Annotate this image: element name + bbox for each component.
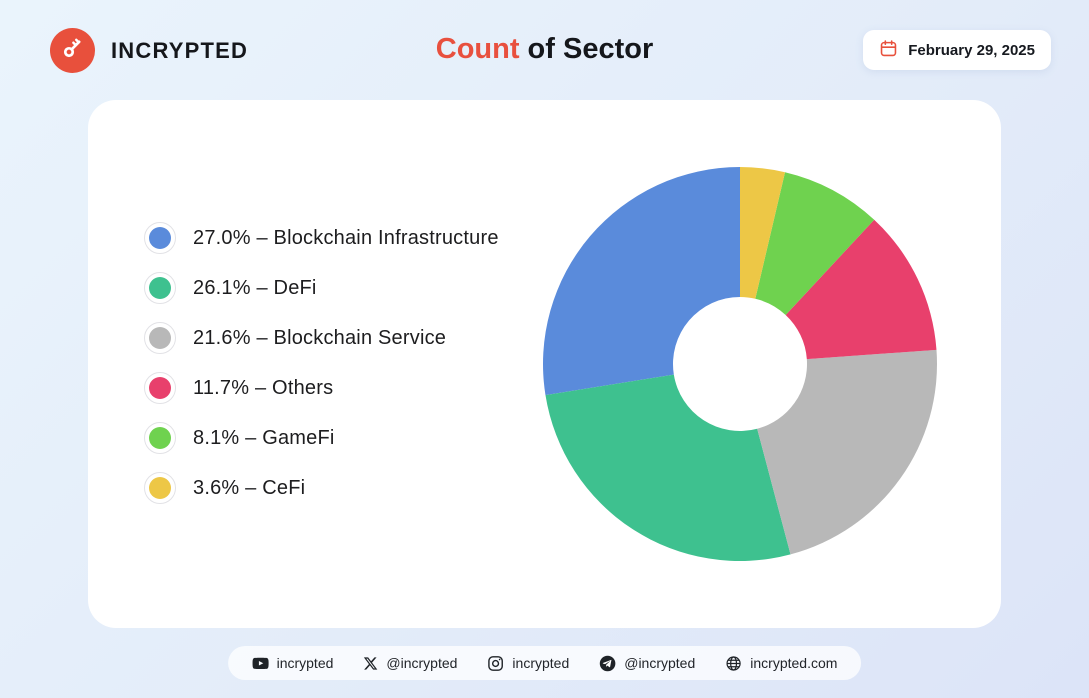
legend-swatch [144, 472, 176, 504]
legend-label: 3.6% – CeFi [193, 476, 306, 499]
social-label: incrypted [512, 655, 570, 671]
social-label: @incrypted [386, 655, 458, 671]
legend-swatch-fill [149, 377, 171, 399]
legend-item: 8.1% – GameFi [144, 413, 499, 463]
legend-swatch-fill [149, 327, 171, 349]
legend-label: 26.1% – DeFi [193, 276, 317, 299]
legend-item: 3.6% – CeFi [144, 463, 499, 513]
globe-icon [725, 655, 742, 672]
brand: INCRYPTED [50, 28, 248, 73]
donut-chart [542, 167, 938, 562]
legend-swatch [144, 222, 176, 254]
legend-item: 21.6% – Blockchain Service [144, 313, 499, 363]
legend-label: 8.1% – GameFi [193, 426, 335, 449]
legend-swatch-fill [149, 427, 171, 449]
legend-swatch [144, 372, 176, 404]
donut-slice-others [785, 219, 937, 360]
social-link-telegram[interactable]: @incrypted [599, 655, 695, 672]
social-link-instagram[interactable]: incrypted [487, 655, 569, 672]
legend-swatch-fill [149, 477, 171, 499]
legend-swatch [144, 272, 176, 304]
footer-social-bar: incrypted @incrypted incrypted @incrypte… [227, 646, 862, 680]
legend-item: 26.1% – DeFi [144, 263, 499, 313]
page-title: Count of Sector [436, 33, 654, 66]
header: INCRYPTED Count of Sector February 29, 2… [0, 0, 1089, 100]
telegram-icon [599, 655, 616, 672]
social-label: incrypted [276, 655, 334, 671]
legend-label: 27.0% – Blockchain Infrastructure [193, 226, 499, 249]
legend-swatch [144, 322, 176, 354]
x-icon [363, 656, 378, 671]
chart-legend: 27.0% – Blockchain Infrastructure 26.1% … [144, 213, 499, 513]
legend-label: 21.6% – Blockchain Service [193, 326, 447, 349]
donut-slice-defi [545, 374, 791, 562]
donut-slice-gamefi [755, 172, 875, 315]
date-label: February 29, 2025 [908, 41, 1035, 59]
chart-card: 27.0% – Blockchain Infrastructure 26.1% … [88, 100, 1001, 628]
donut-chart-container [540, 164, 940, 564]
donut-slice-cefi [740, 167, 786, 299]
donut-slice-blockchain-infrastructure [542, 167, 740, 396]
calendar-icon [879, 39, 898, 62]
brand-name: INCRYPTED [111, 37, 249, 63]
legend-swatch [144, 422, 176, 454]
brand-logo [50, 28, 95, 73]
social-link-website[interactable]: incrypted.com [725, 655, 837, 672]
legend-item: 11.7% – Others [144, 363, 499, 413]
social-link-x[interactable]: @incrypted [363, 655, 457, 671]
social-link-youtube[interactable]: incrypted [252, 655, 334, 672]
youtube-icon [252, 655, 269, 672]
legend-swatch-fill [149, 277, 171, 299]
key-icon [59, 35, 86, 67]
date-badge: February 29, 2025 [863, 30, 1051, 70]
legend-item: 27.0% – Blockchain Infrastructure [144, 213, 499, 263]
legend-label: 11.7% – Others [193, 376, 334, 399]
donut-slice-blockchain-service [757, 349, 938, 555]
social-label: incrypted.com [750, 655, 838, 671]
instagram-icon [487, 655, 504, 672]
legend-swatch-fill [149, 227, 171, 249]
social-label: @incrypted [624, 655, 696, 671]
page-title-highlight: Count [435, 33, 520, 65]
page-title-rest: of Sector [519, 33, 654, 65]
